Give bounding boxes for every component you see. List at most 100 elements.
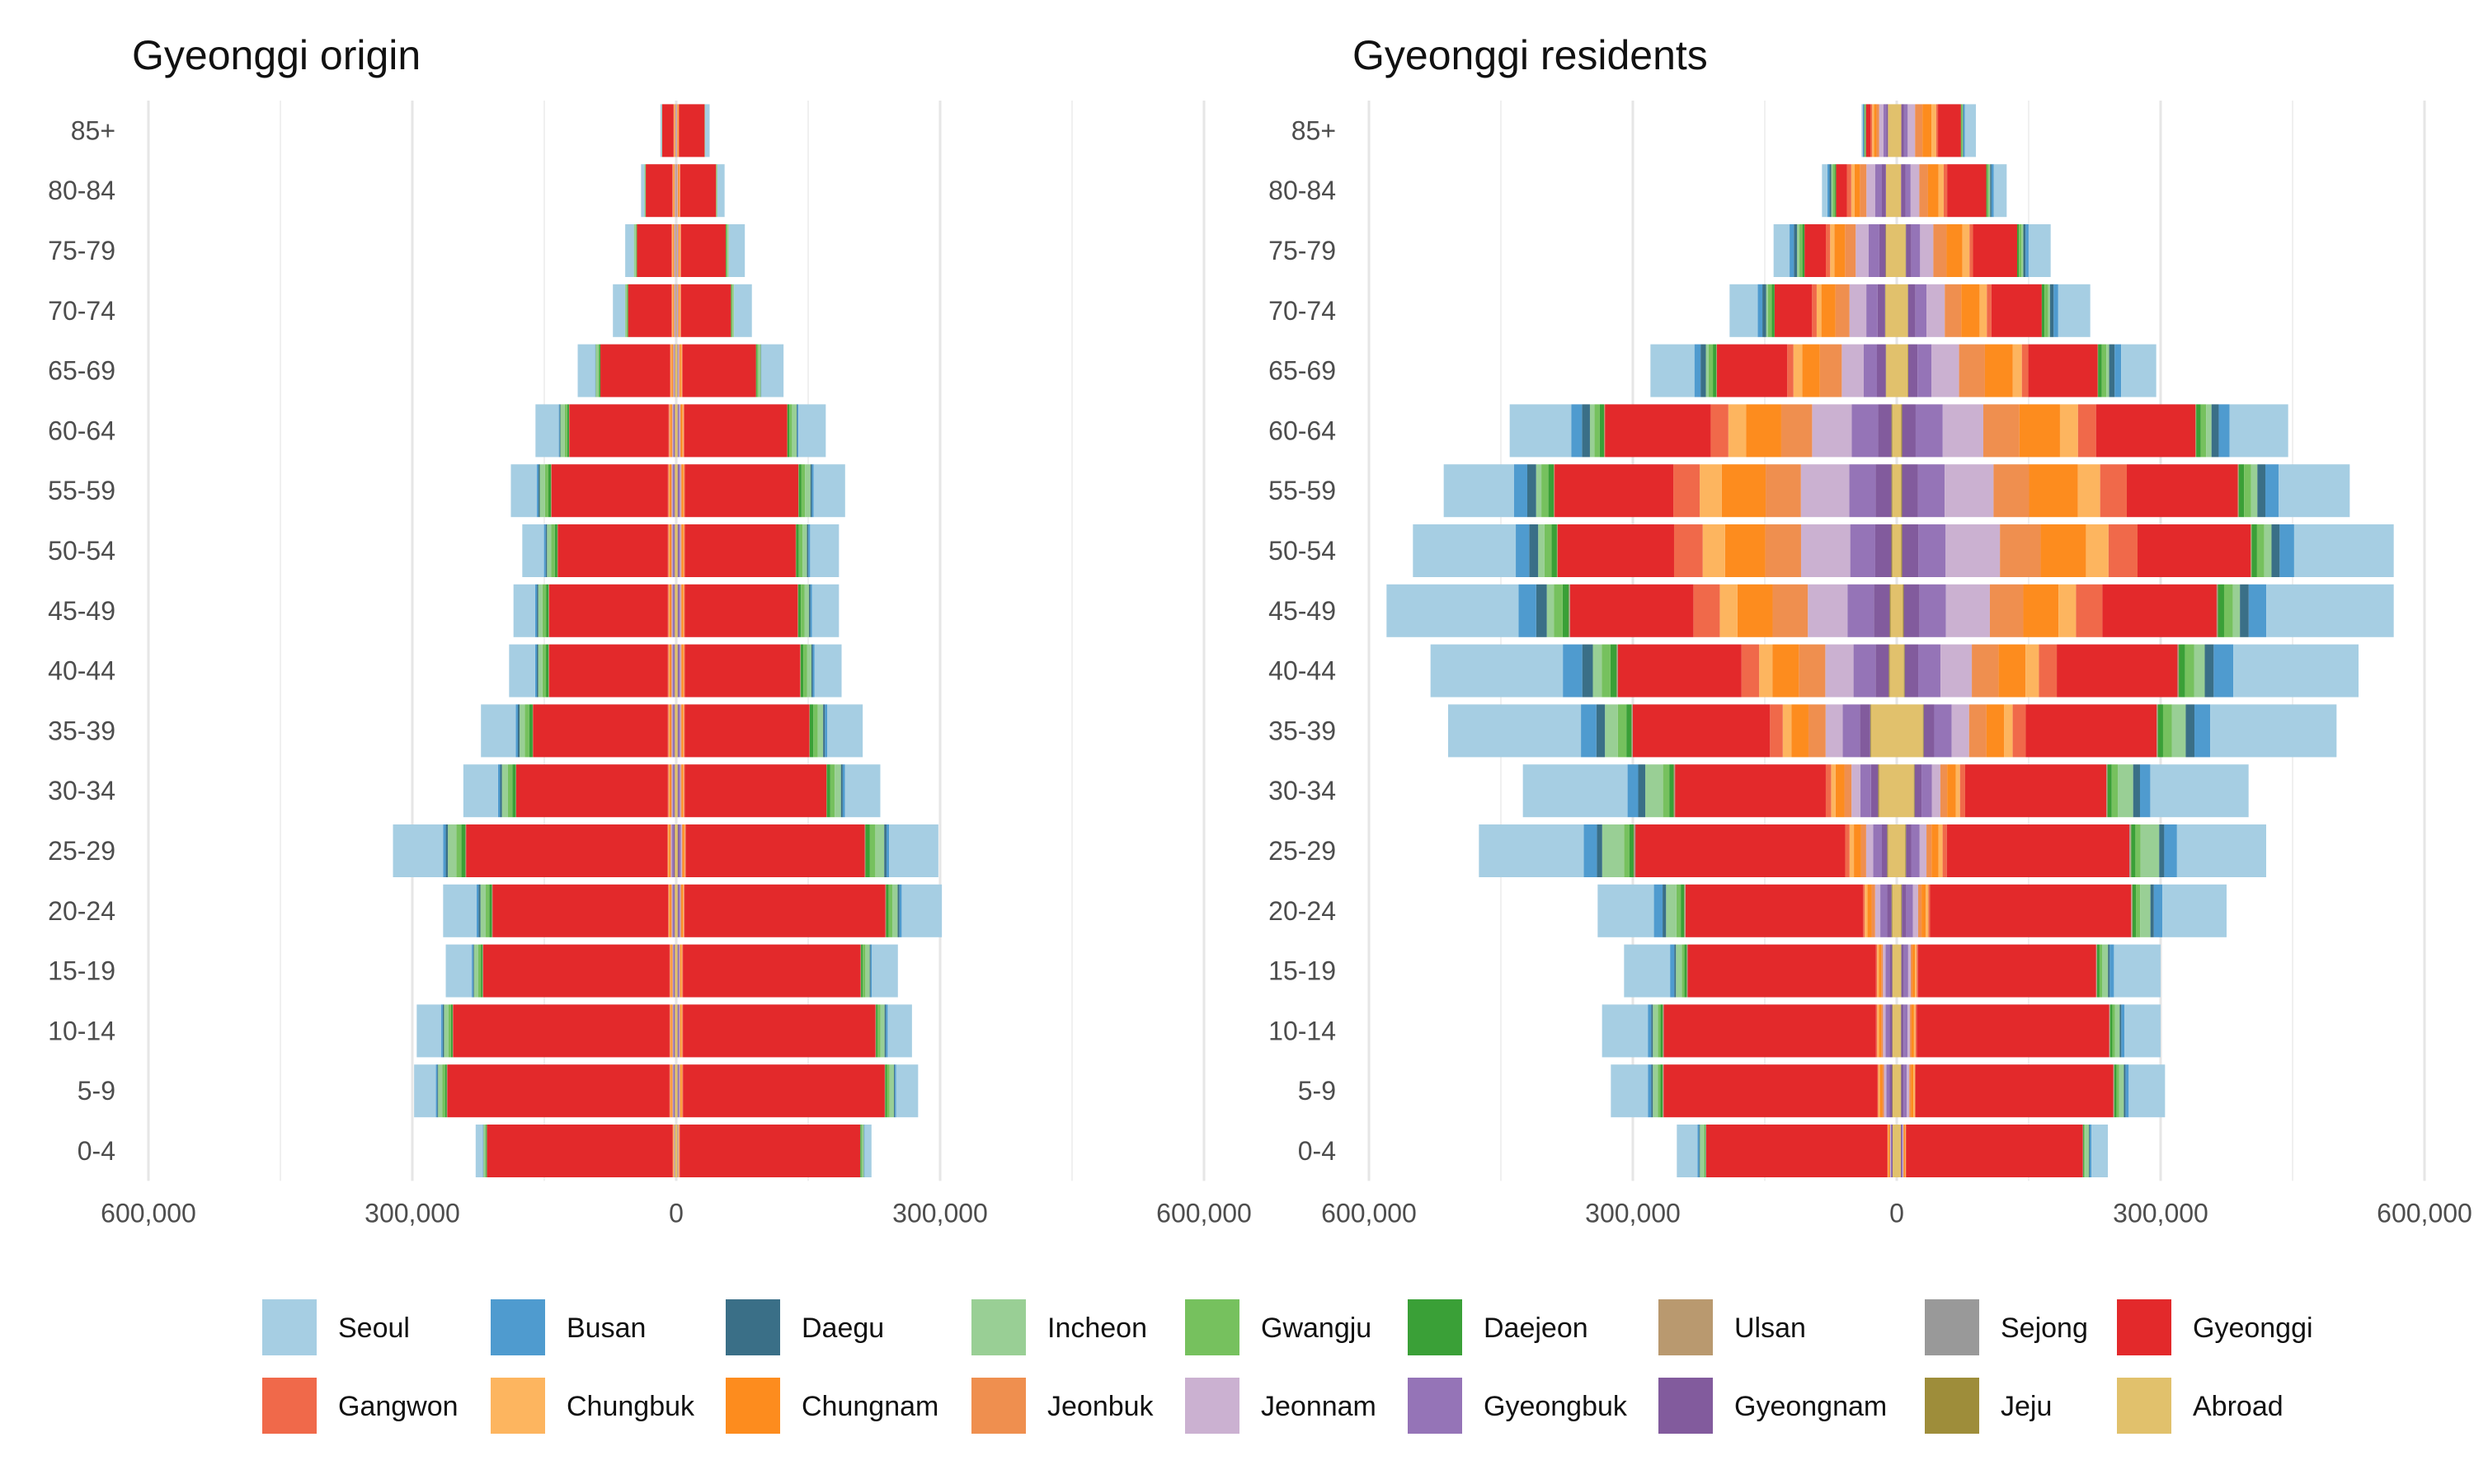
bar-segment-daejeon xyxy=(2218,584,2224,637)
x-tick-label: 0 xyxy=(1889,1198,1904,1228)
bar-segment-daejeon xyxy=(2196,404,2201,458)
bar-segment-gangwon xyxy=(1812,284,1817,337)
bar-segment-daejeon xyxy=(755,344,757,397)
bar-segment-jeonnam xyxy=(671,524,673,577)
bar-segment-gwangju xyxy=(2112,1004,2115,1058)
bar-segment-jeonnam xyxy=(678,344,680,397)
bar-segment-seoul xyxy=(577,344,595,397)
bar-segment-gwangju xyxy=(2111,764,2119,818)
bar-segment-daegu xyxy=(2240,584,2249,637)
bar-segment-jeju xyxy=(1913,764,1915,818)
bar-segment-incheon xyxy=(865,944,870,998)
bar-segment-jeju xyxy=(1884,284,1886,337)
bar-segment-abroad xyxy=(1893,1125,1897,1177)
y-tick-label: 70-74 xyxy=(1268,296,1336,326)
bar-segment-gangwon xyxy=(1673,524,1703,577)
bar-segment-abroad xyxy=(676,1064,678,1118)
bar-segment-sejong xyxy=(2095,944,2097,998)
bar-segment-gyeonggi xyxy=(684,524,796,577)
bar-segment-daegu xyxy=(1596,704,1606,758)
bar-segment-daejeon xyxy=(1713,344,1717,397)
bar-segment-chungnam xyxy=(1791,704,1808,758)
bar-segment-gangwon xyxy=(1770,704,1783,758)
legend-swatch-gyeongbuk xyxy=(1408,1378,1462,1434)
bar-segment-daegu xyxy=(1699,1125,1700,1177)
x-tick-label: 300,000 xyxy=(1585,1198,1681,1228)
bar-segment-gyeongnam xyxy=(1889,1004,1893,1058)
bar-segment-gwangju xyxy=(544,464,548,518)
bar-segment-gyeonggi xyxy=(680,1125,861,1177)
bar-segment-chungnam xyxy=(1834,224,1846,277)
bar-segment-incheon xyxy=(624,284,628,337)
bar-segment-seoul xyxy=(2058,284,2091,337)
bar-segment-busan xyxy=(2121,1004,2125,1058)
bar-segment-jeonbuk xyxy=(670,584,672,637)
bar-segment-chungbuk xyxy=(668,584,670,637)
bar-segment-gyeongnam xyxy=(674,464,675,518)
bar-segment-daejeon xyxy=(1802,224,1805,277)
bar-segment-chungnam xyxy=(2019,404,2060,458)
bar-segment-gyeongnam xyxy=(1887,884,1892,937)
bar-segment-chungbuk xyxy=(1938,824,1943,877)
bar-segment-chungbuk xyxy=(678,104,679,157)
bar-segment-ulsan xyxy=(2195,404,2197,458)
bar-segment-abroad xyxy=(1893,1064,1897,1118)
bar-segment-gangwon xyxy=(668,884,669,937)
panel-gyeonggi-origin: Gyeonggi origin 85+ 80-84 75-79 70-74 65-69 6… xyxy=(48,32,1252,1228)
bar-segment-jeonnam xyxy=(677,164,678,218)
bar-segment-gangwon xyxy=(667,464,669,518)
bar-segment-gyeonggi xyxy=(2126,464,2238,518)
bar-segment-incheon xyxy=(473,944,478,998)
bar-segment-gyeongnam xyxy=(674,884,675,937)
bar-segment-ulsan xyxy=(1716,344,1717,397)
bar-segment-incheon xyxy=(2119,1064,2124,1118)
bar-segment-incheon xyxy=(1666,884,1677,937)
bar-segment-abroad xyxy=(676,764,678,818)
bar-segment-daejeon xyxy=(461,824,466,877)
bar-segment-gwangju xyxy=(485,884,490,937)
y-tick-label: 20-24 xyxy=(1268,896,1336,926)
bar-segment-gyeongnam xyxy=(1906,224,1912,277)
bar-segment-chungnam xyxy=(681,464,684,518)
bar-segment-jeonbuk xyxy=(1919,164,1928,218)
bar-segment-gwangju xyxy=(1658,1064,1661,1118)
bar-segment-gyeongnam xyxy=(677,1004,679,1058)
bar-segment-abroad xyxy=(1897,584,1903,637)
y-tick-label: 0-4 xyxy=(78,1136,115,1166)
bar-segment-gyeonggi xyxy=(533,704,668,758)
bar-segment-gyeonggi xyxy=(1554,464,1674,518)
bar-segment-daejeon xyxy=(529,704,533,758)
bar-segment-busan xyxy=(1790,224,1794,277)
bar-segment-incheon xyxy=(483,1125,486,1177)
bar-segment-jeonbuk xyxy=(1982,404,2020,458)
panel-gyeonggi-residents: Gyeonggi residents 85+ 80-84 75-79 70-74 65-… xyxy=(1268,32,2472,1228)
bar-segment-abroad xyxy=(676,644,678,697)
bar-segment-seoul xyxy=(1443,464,1514,518)
bar-segment-jeonnam xyxy=(1919,824,1927,877)
bar-segment-gyeonggi xyxy=(1663,1004,1876,1058)
bar-segment-gyeongbuk xyxy=(678,884,680,937)
bar-segment-busan xyxy=(2025,224,2029,277)
bar-segment-daegu xyxy=(437,1064,439,1118)
bar-segment-abroad xyxy=(1870,704,1897,758)
bar-segment-chungnam xyxy=(1903,1125,1905,1177)
bar-segment-gyeonggi xyxy=(1930,884,2132,937)
bar-segment-gyeongbuk xyxy=(1873,824,1882,877)
bar-segment-jeju xyxy=(1889,584,1891,637)
bar-segment-jeonnam xyxy=(1812,404,1852,458)
bar-segment-jeonnam xyxy=(1912,884,1918,937)
bar-segment-chungbuk xyxy=(2086,524,2109,577)
bar-segment-gyeonggi xyxy=(1915,1064,2114,1118)
bar-segment-daejeon xyxy=(1684,944,1687,998)
bar-segment-gyeonggi xyxy=(2102,584,2217,637)
bar-segment-gwangju xyxy=(645,164,647,218)
bar-segment-chungbuk xyxy=(683,584,684,637)
bar-segment-busan xyxy=(1862,104,1864,157)
legend-label-daejeon: Daejeon xyxy=(1484,1313,1588,1344)
legend-label-jeonnam: Jeonnam xyxy=(1261,1391,1376,1422)
bar-segment-seoul xyxy=(1386,584,1519,637)
bar-segment-busan xyxy=(543,524,546,577)
bar-segment-chungnam xyxy=(669,524,671,577)
bar-segment-abroad xyxy=(675,1064,676,1118)
bar-segment-chungnam xyxy=(1911,1064,1914,1118)
